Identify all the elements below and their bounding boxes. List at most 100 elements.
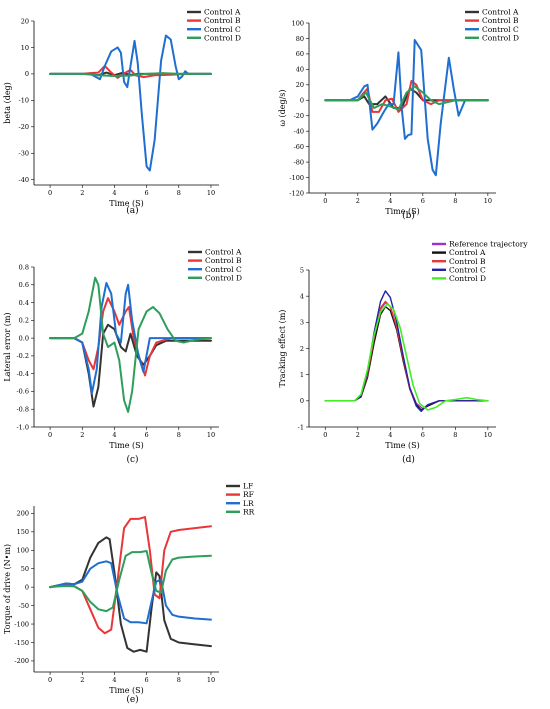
legend-label: RR bbox=[243, 507, 255, 516]
legend-label: Control A bbox=[204, 8, 241, 17]
y-tick-label: 60 bbox=[296, 50, 304, 58]
x-axis-label: Time (S) bbox=[109, 441, 143, 450]
x-tick-label: 0 bbox=[48, 676, 52, 684]
legend-label: Control C bbox=[205, 265, 242, 274]
y-tick-label: -40 bbox=[19, 176, 29, 184]
x-axis-label: Time (S) bbox=[385, 207, 419, 216]
x-tick-label: 0 bbox=[48, 431, 52, 439]
y-tick-label: -20 bbox=[294, 112, 304, 120]
series-line bbox=[49, 282, 212, 395]
series-line bbox=[324, 79, 489, 113]
legend-label: Control A bbox=[482, 8, 519, 17]
y-axis-label: Torque of drive (N•m) bbox=[3, 544, 12, 634]
x-tick-label: 6 bbox=[145, 189, 149, 197]
panel-label: (c) bbox=[126, 454, 138, 465]
y-tick-label: -80 bbox=[294, 158, 304, 166]
panel-label: (d) bbox=[402, 454, 415, 465]
y-tick-label: 4 bbox=[300, 292, 304, 300]
y-tick-label: -30 bbox=[19, 150, 29, 158]
series-line bbox=[324, 290, 489, 412]
series-line bbox=[324, 303, 489, 411]
y-axis-label: ω (deg/s) bbox=[278, 89, 287, 126]
legend-label: Reference trajectory bbox=[449, 240, 528, 249]
legend-label: Control C bbox=[482, 25, 519, 34]
y-tick-label: -10 bbox=[19, 97, 29, 105]
y-tick-label: -1.0 bbox=[16, 423, 29, 431]
chart-panel: 0 2 4 6 8 10 100 80 60 40 20 0 -20 -40 -60 -80 -100 -120 T… bbox=[278, 8, 519, 221]
series-line bbox=[49, 34, 212, 172]
panel-label: (b) bbox=[402, 210, 415, 221]
x-tick-label: 4 bbox=[388, 431, 392, 439]
y-tick-label: -0.6 bbox=[16, 388, 29, 396]
y-tick-label: 2 bbox=[300, 345, 304, 353]
y-tick-label: 20 bbox=[21, 17, 29, 25]
x-tick-label: 6 bbox=[421, 431, 425, 439]
chart-panel: 0 2 4 6 8 10 200 150 100 50 0 -50 -100 -150 -200 Time (… bbox=[3, 482, 255, 705]
chart-panel: 0 2 4 6 8 10 20 10 0 -10 -20 -30 -40 Time (S) beta (de… bbox=[3, 8, 241, 216]
x-tick-label: 10 bbox=[207, 189, 215, 197]
y-tick-label: 40 bbox=[296, 66, 304, 74]
x-tick-label: 6 bbox=[145, 431, 149, 439]
y-tick-label: 0 bbox=[25, 583, 29, 591]
y-tick-label: 0.8 bbox=[19, 263, 29, 271]
x-tick-label: 0 bbox=[323, 197, 327, 205]
y-tick-label: -200 bbox=[14, 657, 29, 665]
x-tick-label: 2 bbox=[80, 189, 84, 197]
series-line bbox=[49, 72, 212, 78]
x-axis-label: Time (S) bbox=[385, 441, 419, 450]
x-tick-label: 6 bbox=[421, 197, 425, 205]
y-tick-label: 0 bbox=[300, 397, 304, 405]
legend-label: Control B bbox=[204, 16, 241, 25]
x-tick-label: 8 bbox=[177, 676, 181, 684]
x-tick-label: 2 bbox=[80, 676, 84, 684]
legend-label: Control D bbox=[449, 274, 486, 283]
y-tick-label: 20 bbox=[296, 81, 304, 89]
x-tick-label: 8 bbox=[177, 189, 181, 197]
x-tick-label: 2 bbox=[80, 431, 84, 439]
y-tick-label: 3 bbox=[300, 319, 304, 327]
legend-label: Control A bbox=[205, 248, 242, 257]
series-line bbox=[324, 39, 489, 177]
x-tick-label: 4 bbox=[388, 197, 392, 205]
y-tick-label: -0.4 bbox=[16, 370, 29, 378]
y-tick-label: 5 bbox=[300, 266, 304, 274]
legend-label: Control D bbox=[204, 33, 241, 42]
y-axis-label: Tracking effect (m) bbox=[278, 310, 287, 388]
legend-label: Control C bbox=[449, 265, 486, 274]
y-tick-label: 0.0 bbox=[19, 334, 29, 342]
x-tick-label: 10 bbox=[484, 197, 492, 205]
legend-label: RF bbox=[243, 490, 254, 499]
y-tick-label: -1 bbox=[298, 423, 304, 431]
y-tick-label: 0.4 bbox=[19, 299, 29, 307]
x-tick-label: 8 bbox=[453, 197, 457, 205]
y-tick-label: 0.6 bbox=[19, 281, 29, 289]
x-axis-label: Time (S) bbox=[109, 199, 143, 208]
x-axis-label: Time (S) bbox=[109, 686, 143, 695]
y-tick-label: -40 bbox=[294, 127, 304, 135]
y-tick-label: -0.8 bbox=[16, 406, 29, 414]
legend-label: Control D bbox=[205, 273, 242, 282]
y-tick-label: 0.2 bbox=[19, 317, 29, 325]
y-tick-label: -50 bbox=[19, 602, 29, 610]
panel-label: (e) bbox=[126, 694, 138, 705]
y-tick-label: 100 bbox=[17, 547, 29, 555]
legend-label: Control B bbox=[482, 16, 519, 25]
x-tick-label: 6 bbox=[145, 676, 149, 684]
series-line bbox=[49, 516, 212, 635]
y-tick-label: 150 bbox=[17, 528, 29, 536]
x-tick-label: 2 bbox=[356, 197, 360, 205]
x-tick-label: 4 bbox=[112, 431, 116, 439]
y-axis-label: beta (deg) bbox=[3, 82, 12, 124]
y-tick-label: 1 bbox=[300, 371, 304, 379]
y-tick-label: -0.2 bbox=[16, 352, 29, 360]
x-tick-label: 4 bbox=[112, 676, 116, 684]
legend-label: Control A bbox=[449, 248, 486, 257]
y-tick-label: 50 bbox=[21, 565, 29, 573]
y-tick-label: 80 bbox=[296, 35, 304, 43]
